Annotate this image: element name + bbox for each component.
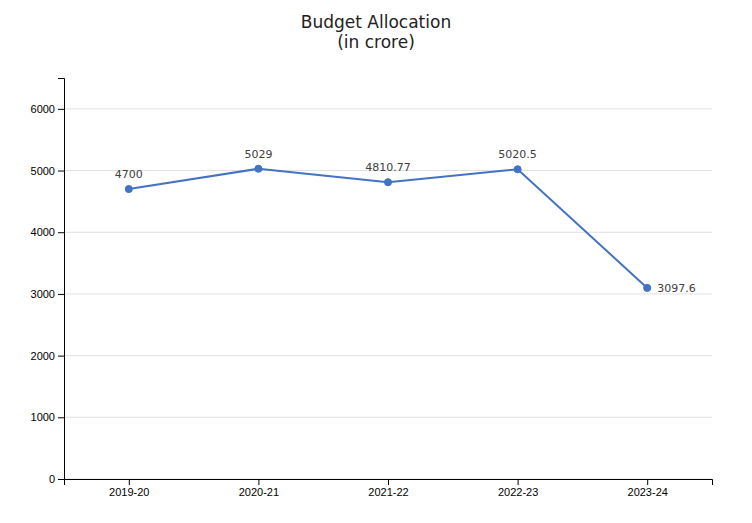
x-tick: 2020-21 [239, 479, 279, 498]
marker [644, 284, 651, 291]
x-tick-mark [129, 479, 130, 485]
x-tick-mark [258, 479, 259, 485]
x-tick-label: 2023-24 [628, 486, 668, 498]
x-axis: 2019-20 2020-21 2021-22 2022-23 2023-24 [65, 479, 713, 498]
y-tick: 2000 [31, 350, 64, 362]
y-tick-mark [58, 171, 64, 172]
data-label: 5029 [244, 148, 272, 161]
grid [64, 109, 712, 479]
title-line: Budget Allocation [301, 12, 451, 32]
marks [125, 165, 651, 291]
title-line: (in crore) [337, 32, 415, 52]
data-label: 3097.6 [657, 282, 696, 295]
marker [125, 185, 132, 192]
line [129, 169, 647, 288]
x-tick: 2023-24 [628, 479, 668, 498]
x-tick-mark [647, 479, 648, 485]
y-tick-mark [58, 356, 64, 357]
y-tick-label: 2000 [31, 350, 55, 362]
x-tick-mark [518, 479, 519, 485]
data-label: 4700 [115, 168, 143, 181]
grid-line [64, 355, 712, 356]
x-tick-label: 2021-22 [368, 486, 408, 498]
y-tick-label: 3000 [31, 288, 55, 300]
y-tick-mark [58, 109, 64, 110]
x-tick-label: 2020-21 [239, 486, 279, 498]
x-tick: 2022-23 [498, 479, 538, 498]
y-tick: 3000 [31, 288, 64, 300]
title: Budget Allocation(in crore) [301, 12, 451, 52]
y-tick-label: 4000 [31, 226, 55, 238]
y-axis-line [58, 79, 65, 480]
y-tick: 4000 [31, 226, 64, 238]
y-tick-mark [58, 294, 64, 295]
plot: 01000200030004000500060002019-202020-212… [31, 79, 713, 498]
data-label: 5020.5 [498, 148, 536, 161]
data-label: 4810.77 [365, 161, 411, 174]
y-axis: 0 1000 2000 3000 4000 5000 6000 [31, 79, 65, 486]
x-tick-label: 2019-20 [109, 486, 149, 498]
marker [384, 179, 391, 186]
y-tick: 1000 [31, 411, 64, 423]
y-tick: 5000 [31, 165, 64, 177]
y-tick: 6000 [31, 103, 64, 115]
x-tick-label: 2022-23 [498, 486, 538, 498]
y-tick: 0 [49, 473, 64, 485]
marker [255, 165, 262, 172]
data-labels: 4700 5029 4810.77 5020.5 3097.6 [115, 148, 696, 295]
grid-line [64, 232, 712, 233]
y-tick-label: 1000 [31, 411, 55, 423]
grid-line [64, 108, 712, 109]
marker [514, 166, 521, 173]
y-tick-label: 6000 [31, 103, 55, 115]
grid-line [64, 417, 712, 418]
y-tick-label: 5000 [31, 165, 55, 177]
x-tick-mark [388, 479, 389, 485]
x-axis-line [65, 480, 713, 486]
x-tick: 2019-20 [109, 479, 149, 498]
grid-line [64, 293, 712, 294]
chart: Budget Allocation(in crore) 0 1000 2000 3000… [0, 0, 752, 523]
y-tick-label: 0 [49, 473, 55, 485]
y-tick-mark [58, 232, 64, 233]
y-tick-mark [58, 417, 64, 418]
y-tick-mark [58, 479, 64, 480]
x-tick: 2021-22 [368, 479, 408, 498]
